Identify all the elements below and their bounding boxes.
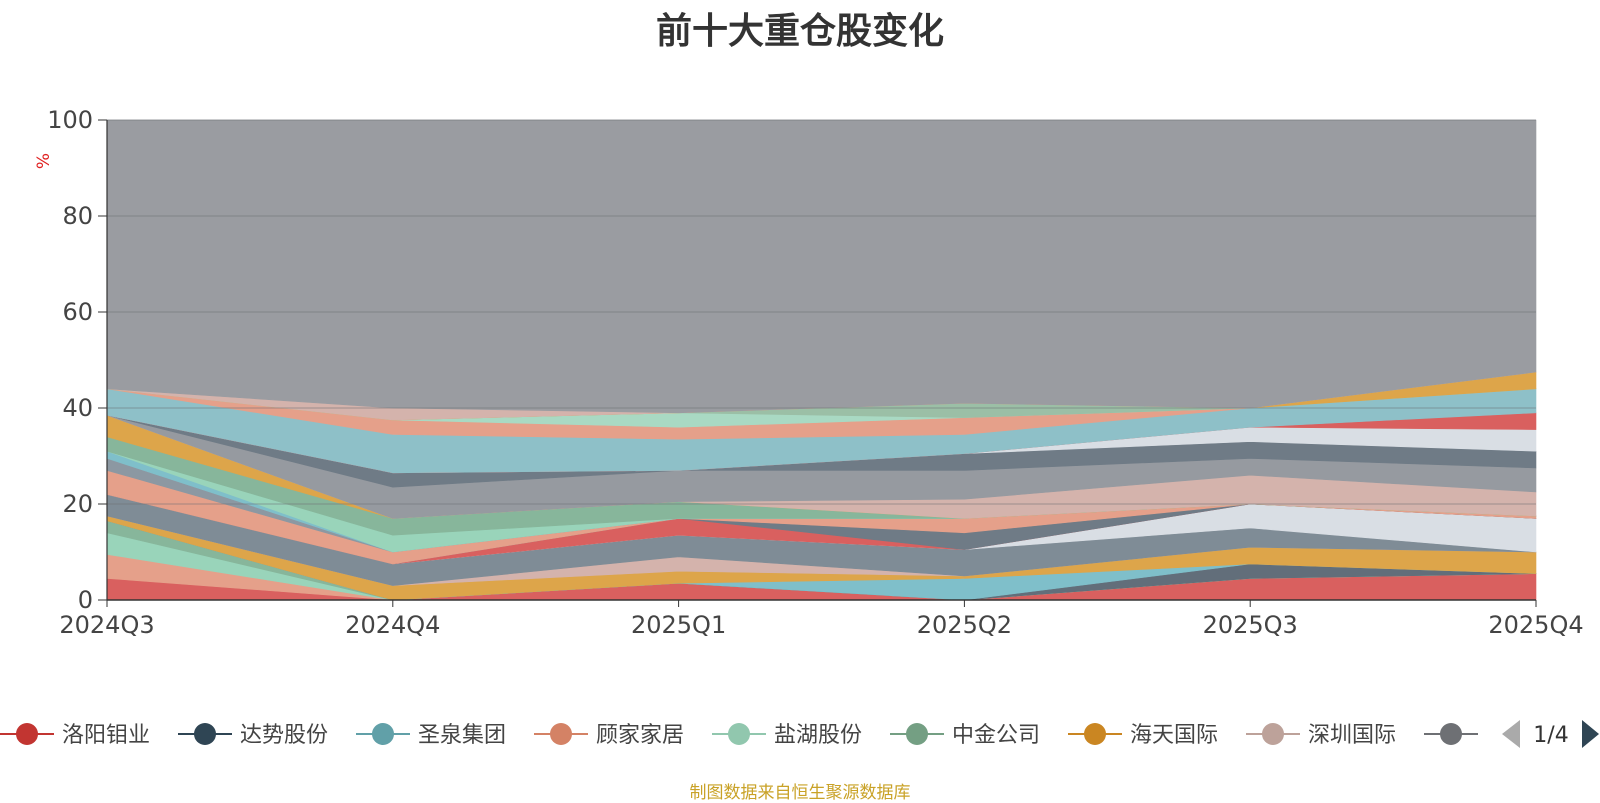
x-tick-label: 2024Q3: [59, 611, 154, 639]
x-tick-label: 2025Q1: [631, 611, 726, 639]
legend-page-indicator: 1/4: [1533, 723, 1568, 748]
x-tick-label: 2025Q2: [917, 611, 1012, 639]
legend-item[interactable]: 顾家家居: [534, 723, 684, 748]
legend-item[interactable]: 洛阳钼业: [0, 723, 150, 748]
legend-item[interactable]: 海天国际: [1068, 723, 1218, 748]
legend-marker: [1440, 723, 1462, 745]
legend-next-arrow-icon[interactable]: [1582, 720, 1599, 748]
legend-prev-arrow-icon[interactable]: [1502, 720, 1520, 748]
legend-marker: [906, 723, 928, 745]
legend-label: 盐湖股份: [774, 723, 862, 748]
legend-item[interactable]: 中金公司: [890, 723, 1040, 748]
legend-marker: [1262, 723, 1284, 745]
legend-label: 海天国际: [1130, 723, 1218, 748]
legend-label: 达势股份: [240, 723, 328, 748]
x-tick-label: 2025Q4: [1488, 611, 1583, 639]
legend-item[interactable]: 盐湖股份: [712, 723, 862, 748]
legend-label: 深圳国际: [1308, 723, 1396, 748]
legend-marker: [372, 723, 394, 745]
y-tick-label: 100: [47, 106, 93, 134]
chart-title: 前十大重仓股变化: [655, 11, 944, 52]
legend-item[interactable]: 圣泉集团: [356, 723, 506, 748]
y-tick-label: 40: [62, 394, 93, 422]
legend-marker: [1084, 723, 1106, 745]
source-note: 制图数据来自恒生聚源数据库: [689, 783, 911, 803]
y-tick-label: 80: [62, 202, 93, 230]
y-axis-label: %: [34, 153, 54, 169]
grid-lines: [107, 119, 1536, 505]
area-bands: [106, 119, 1537, 601]
y-tick-label: 60: [62, 298, 93, 326]
legend[interactable]: 洛阳钼业 达势股份 圣泉集团 顾家家居 盐湖股份 中金公司 海天国际 深圳国际: [0, 723, 1478, 748]
legend-item[interactable]: 深圳国际: [1246, 723, 1396, 748]
legend-marker: [728, 723, 750, 745]
legend-marker: [194, 723, 216, 745]
x-tick-label: 2025Q3: [1203, 611, 1298, 639]
legend-item[interactable]: [1424, 723, 1478, 745]
y-tick-label: 0: [78, 586, 93, 614]
legend-marker: [16, 723, 38, 745]
area-band-30: [106, 119, 1537, 414]
legend-marker: [550, 723, 572, 745]
legend-item[interactable]: 达势股份: [178, 723, 328, 748]
legend-pager[interactable]: 1/4: [1502, 720, 1599, 748]
legend-label: 洛阳钼业: [62, 723, 150, 748]
legend-label: 圣泉集团: [418, 723, 506, 748]
legend-label: 顾家家居: [596, 723, 684, 748]
legend-items: 洛阳钼业 达势股份 圣泉集团 顾家家居 盐湖股份 中金公司 海天国际 深圳国际: [0, 723, 1478, 748]
axes: 0 20 40 60 80 100 2024Q3 2024Q4 2025Q1 2025Q2 2025…: [34, 106, 1584, 639]
y-tick-label: 20: [62, 490, 93, 518]
legend-label: 中金公司: [952, 723, 1040, 748]
x-tick-label: 2024Q4: [345, 611, 440, 639]
